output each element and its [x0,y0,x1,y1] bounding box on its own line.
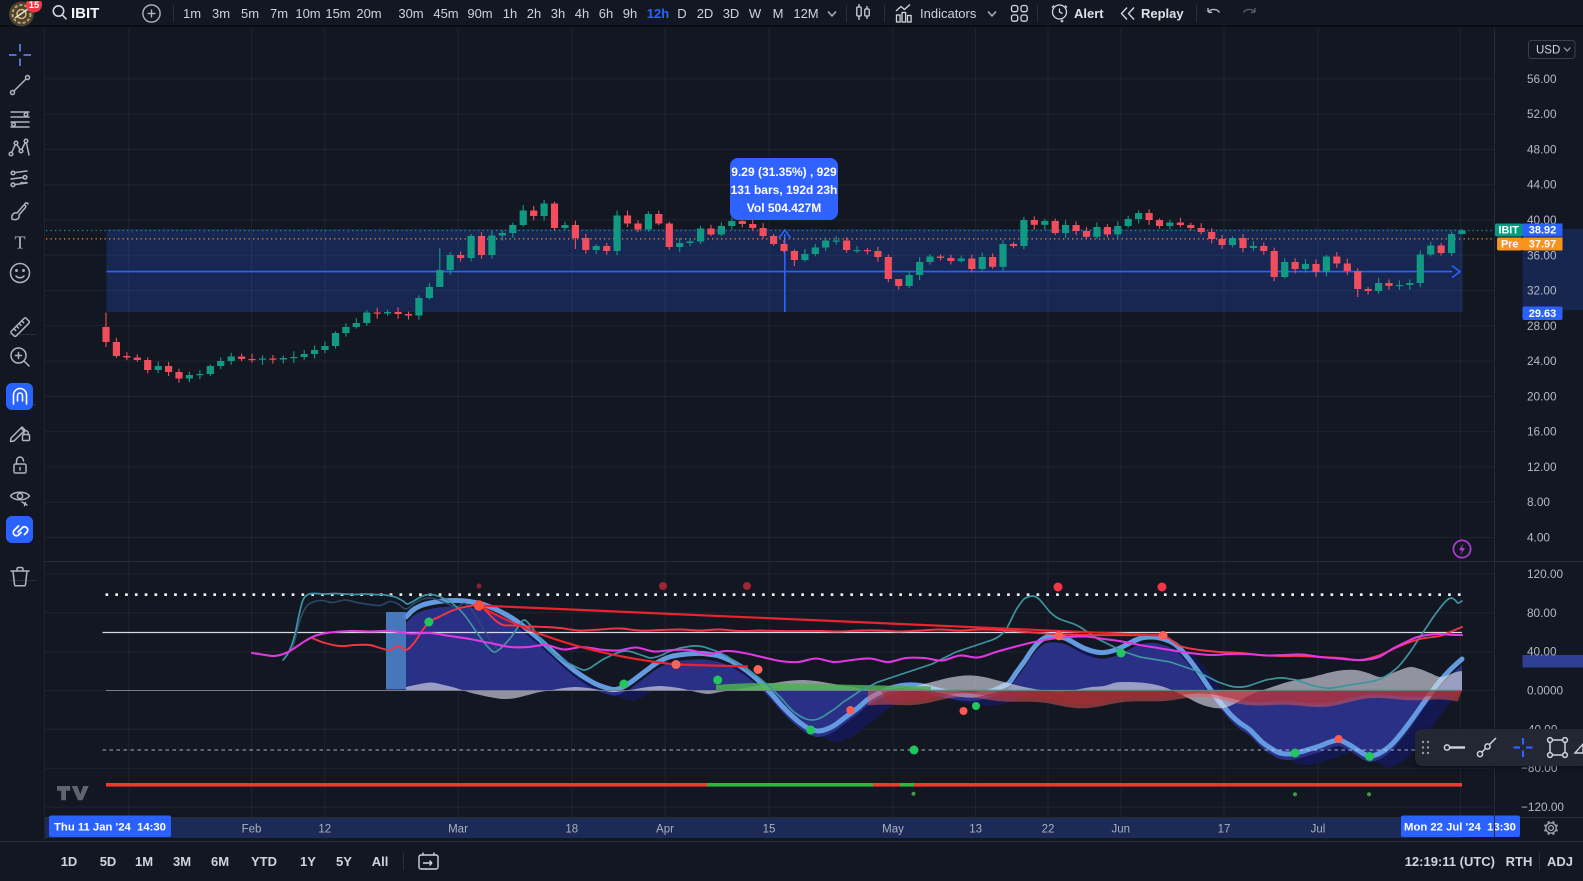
svg-text:17: 17 [1218,824,1231,836]
svg-text:12.00: 12.00 [1527,460,1557,474]
svg-text:52.00: 52.00 [1527,107,1557,121]
svg-text:40.00: 40.00 [1527,645,1557,659]
svg-text:13: 13 [969,824,982,836]
svg-text:28.00: 28.00 [1527,319,1557,333]
svg-text:0.0000: 0.0000 [1527,684,1564,698]
svg-text:15: 15 [763,824,776,836]
svg-text:48.00: 48.00 [1527,142,1557,156]
svg-text:37.97: 37.97 [1529,239,1557,251]
svg-text:44.00: 44.00 [1527,178,1557,192]
svg-text:12: 12 [318,824,331,836]
svg-text:Jul: Jul [1311,824,1326,836]
svg-text:USD: USD [1536,45,1560,57]
svg-text:Mar: Mar [448,824,468,836]
svg-text:8.00: 8.00 [1527,495,1550,509]
svg-text:Jun: Jun [1112,824,1131,836]
svg-text:15: 15 [29,1,40,11]
svg-text:T: T [15,233,26,253]
svg-text:32.00: 32.00 [1527,284,1557,298]
svg-text:Feb: Feb [242,824,262,836]
svg-text:4.00: 4.00 [1527,531,1550,545]
svg-text:−120.00: −120.00 [1521,800,1564,814]
svg-text:38.92: 38.92 [1529,225,1557,237]
svg-text:120.00: 120.00 [1527,567,1564,581]
svg-text:Thu 11 Jan '24 14:30: Thu 11 Jan '24 14:30 [54,822,166,834]
svg-text:18: 18 [565,824,578,836]
svg-text:22: 22 [1042,824,1055,836]
svg-text:80.00: 80.00 [1527,606,1557,620]
svg-text:29.63: 29.63 [1529,308,1557,320]
svg-text:20.00: 20.00 [1527,389,1557,403]
svg-text:Apr: Apr [656,824,674,836]
svg-text:Pre: Pre [1501,239,1518,251]
svg-text:16.00: 16.00 [1527,425,1557,439]
svg-text:May: May [882,824,904,836]
svg-text:Mon 22 Jul '24 13:30: Mon 22 Jul '24 13:30 [1404,822,1516,834]
svg-text:IBIT: IBIT [1498,225,1519,237]
svg-text:24.00: 24.00 [1527,354,1557,368]
svg-text:56.00: 56.00 [1527,72,1557,86]
